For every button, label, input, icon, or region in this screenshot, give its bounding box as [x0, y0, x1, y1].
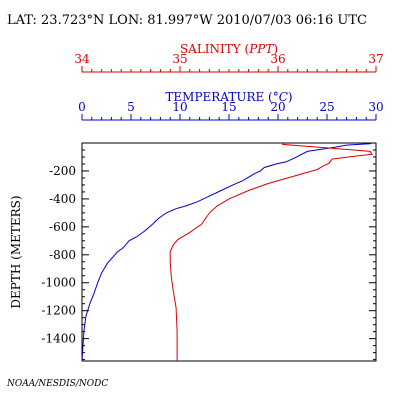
depth-tick-label: -400: [49, 192, 76, 206]
salinity-profile-line: [169, 142, 373, 361]
depth-tick-label: -1400: [41, 332, 76, 346]
temperature-tick-label: 25: [319, 100, 334, 114]
salinity-tick-label: 35: [172, 52, 187, 66]
temperature-tick-label: 15: [221, 100, 236, 114]
salinity-tick-label: 36: [270, 52, 285, 66]
depth-tick-label: -200: [49, 164, 76, 178]
temperature-axis: 0 5 10 15 20 25 30: [78, 100, 384, 121]
temperature-axis-label: TEMPERATURE (°C): [165, 90, 292, 104]
series-layer: [81, 142, 373, 362]
salinity-axis-label: SALINITY (PPT): [180, 42, 278, 56]
salinity-axis: 34 35 36 37: [74, 52, 384, 73]
salinity-tick-label: 37: [368, 52, 383, 66]
credit-label: NOAA/NESDIS/NODC: [6, 379, 108, 389]
temperature-tick-label: 20: [270, 100, 285, 114]
depth-axis: -200 -400 -600 -800 -1000 -1200 -1400: [41, 142, 376, 361]
depth-tick-label: -1000: [41, 276, 76, 290]
depth-axis-label: DEPTH (METERS): [9, 195, 23, 308]
depth-tick-label: -800: [49, 248, 76, 262]
temperature-tick-label: 5: [127, 100, 135, 114]
depth-tick-label: -1200: [41, 304, 76, 318]
plot-frame: [81, 142, 377, 362]
salinity-tick-label: 34: [74, 52, 90, 66]
depth-tick-label: -600: [49, 220, 76, 234]
temperature-tick-label: 0: [78, 100, 86, 114]
temperature-tick-label: 10: [172, 100, 187, 114]
position-title: LAT: 23.723°N LON: 81.997°W 2010/07/03 0…: [7, 13, 367, 28]
temperature-tick-label: 30: [368, 100, 383, 114]
temperature-profile-line: [81, 142, 373, 362]
